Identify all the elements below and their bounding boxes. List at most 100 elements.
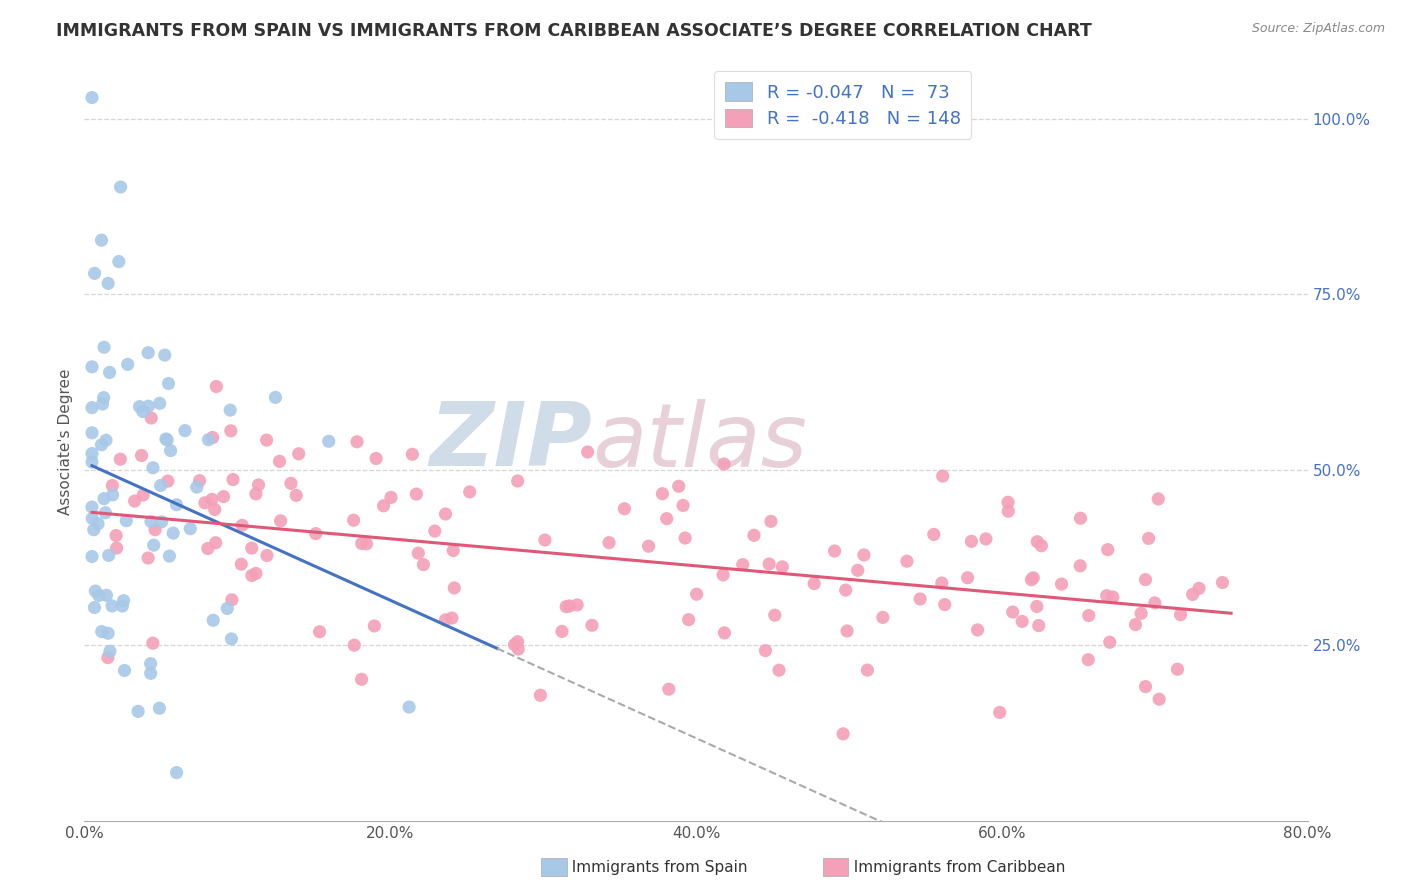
Point bbox=[711, 568, 734, 582]
Point bbox=[931, 469, 953, 483]
Point bbox=[934, 598, 956, 612]
Point bbox=[1025, 599, 1047, 614]
Point bbox=[408, 546, 430, 560]
Point bbox=[434, 613, 457, 627]
Point bbox=[97, 650, 120, 665]
Point bbox=[581, 618, 603, 632]
Point bbox=[245, 566, 267, 581]
Point bbox=[110, 452, 132, 467]
Point bbox=[153, 348, 176, 362]
Point bbox=[506, 634, 529, 648]
Point bbox=[142, 636, 165, 650]
Point bbox=[90, 624, 112, 639]
Point bbox=[856, 663, 879, 677]
Point bbox=[156, 433, 179, 447]
Point bbox=[231, 557, 253, 571]
Point bbox=[731, 558, 754, 572]
Point bbox=[763, 608, 786, 623]
Point bbox=[159, 549, 181, 563]
Point bbox=[245, 487, 267, 501]
Point bbox=[441, 543, 464, 558]
Point bbox=[346, 434, 368, 449]
Point bbox=[80, 446, 103, 460]
Point bbox=[256, 433, 278, 447]
Point bbox=[80, 401, 103, 415]
Point bbox=[1170, 607, 1192, 622]
Point bbox=[201, 492, 224, 507]
Y-axis label: Associate's Degree: Associate's Degree bbox=[58, 368, 73, 515]
Point bbox=[136, 551, 159, 566]
Point bbox=[759, 514, 782, 528]
Point bbox=[373, 499, 395, 513]
Point bbox=[966, 623, 988, 637]
Point bbox=[555, 599, 578, 614]
Point bbox=[269, 454, 291, 468]
Point bbox=[132, 488, 155, 502]
Point bbox=[832, 727, 855, 741]
Point bbox=[1077, 608, 1099, 623]
Point bbox=[754, 643, 776, 657]
Point bbox=[305, 526, 328, 541]
Point bbox=[443, 581, 465, 595]
Point bbox=[824, 544, 846, 558]
Point bbox=[1050, 577, 1073, 591]
Point bbox=[576, 445, 599, 459]
Point bbox=[240, 541, 263, 555]
Point bbox=[80, 549, 103, 564]
Point bbox=[127, 704, 149, 718]
Point bbox=[1069, 511, 1091, 525]
Point bbox=[150, 515, 173, 529]
Point bbox=[247, 478, 270, 492]
Point bbox=[188, 474, 211, 488]
Point bbox=[285, 488, 308, 502]
Point bbox=[872, 610, 894, 624]
Point bbox=[974, 532, 997, 546]
Point bbox=[343, 638, 366, 652]
Point bbox=[960, 534, 983, 549]
Point bbox=[87, 589, 110, 603]
Point bbox=[166, 498, 188, 512]
Point bbox=[308, 624, 330, 639]
Point bbox=[201, 430, 224, 444]
Point bbox=[93, 491, 115, 506]
Point bbox=[503, 638, 526, 652]
Point bbox=[758, 557, 780, 571]
Point bbox=[835, 583, 858, 598]
Point bbox=[149, 396, 172, 410]
Point bbox=[202, 613, 225, 627]
Point bbox=[94, 506, 117, 520]
Point bbox=[529, 688, 551, 702]
Point bbox=[1021, 573, 1043, 587]
Point bbox=[1147, 491, 1170, 506]
Text: IMMIGRANTS FROM SPAIN VS IMMIGRANTS FROM CARIBBEAN ASSOCIATE’S DEGREE CORRELATIO: IMMIGRANTS FROM SPAIN VS IMMIGRANTS FROM… bbox=[56, 22, 1092, 40]
Point bbox=[896, 554, 918, 568]
Point bbox=[363, 619, 385, 633]
Point bbox=[80, 359, 103, 374]
Point bbox=[219, 403, 242, 417]
Point bbox=[197, 541, 219, 556]
Point bbox=[1147, 692, 1170, 706]
Point bbox=[115, 514, 138, 528]
Point bbox=[506, 474, 529, 488]
Point bbox=[84, 584, 107, 599]
Point bbox=[124, 494, 146, 508]
Point bbox=[141, 411, 163, 425]
Text: atlas: atlas bbox=[592, 399, 807, 484]
Point bbox=[179, 522, 201, 536]
Text: ZIP: ZIP bbox=[429, 398, 592, 485]
Point bbox=[98, 366, 121, 380]
Point bbox=[287, 447, 309, 461]
Point bbox=[139, 515, 162, 529]
Point bbox=[270, 514, 292, 528]
Point bbox=[159, 443, 181, 458]
Point bbox=[101, 478, 124, 492]
Point bbox=[108, 254, 131, 268]
Point bbox=[1135, 573, 1157, 587]
Point bbox=[142, 460, 165, 475]
Point bbox=[1101, 590, 1123, 604]
Point bbox=[105, 528, 128, 542]
Point bbox=[222, 473, 245, 487]
Point bbox=[908, 591, 931, 606]
Point bbox=[956, 571, 979, 585]
Point bbox=[401, 447, 423, 461]
